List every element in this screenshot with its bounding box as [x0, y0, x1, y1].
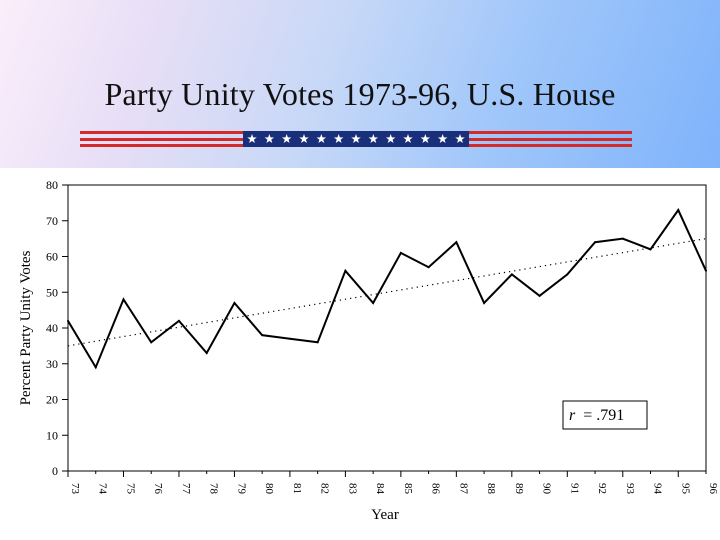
annotation-r-value: = .791 [583, 407, 624, 424]
data-points [67, 209, 707, 369]
x-tick-label: 93 [624, 483, 636, 495]
banner-star-icon [281, 134, 292, 144]
y-tick-label: 10 [46, 428, 58, 442]
banner-star-icon [247, 134, 257, 144]
x-tick-label: 95 [679, 483, 691, 495]
banner-star-icon [437, 134, 448, 144]
banner-star-icon [420, 134, 431, 144]
y-tick-label: 20 [46, 393, 58, 407]
data-point [510, 273, 513, 276]
y-axis-label: Percent Party Unity Votes [18, 250, 34, 405]
banner-star-icon [403, 134, 413, 144]
data-point [177, 319, 180, 322]
data-point [427, 266, 430, 269]
banner-star-icon [455, 134, 465, 144]
x-axis-label: Year [371, 507, 399, 523]
flag-banner [80, 131, 632, 147]
data-point [122, 298, 125, 301]
data-point [566, 273, 569, 276]
x-axis-ticks: 73 74 75 76 77 78 79 80 81 82 83 84 85 86 87 88 89 90 91 92… [67, 471, 719, 495]
data-point [677, 209, 680, 212]
data-point [205, 352, 208, 355]
x-tick-label: 92 [596, 483, 608, 494]
x-tick-label: 74 [97, 483, 109, 495]
slide-header: Party Unity Votes 1973-96, U.S. House [0, 0, 720, 168]
slide-title: Party Unity Votes 1973-96, U.S. House [104, 76, 616, 112]
x-tick-label: 82 [319, 483, 331, 494]
data-point [649, 248, 652, 251]
data-point [372, 301, 375, 304]
x-tick-label: 76 [152, 483, 164, 495]
x-tick-label: 91 [568, 483, 580, 494]
annotation-box [562, 400, 648, 430]
x-tick-label: 96 [707, 483, 719, 495]
data-point [67, 319, 69, 322]
x-tick-label: 79 [235, 483, 247, 495]
x-tick-label: 77 [180, 483, 192, 495]
data-point [399, 251, 402, 254]
banner-star-icon [385, 134, 396, 144]
trend-line [67, 238, 707, 347]
data-point [233, 301, 236, 304]
x-tick-label: 80 [263, 483, 275, 495]
y-tick-label: 50 [46, 285, 58, 299]
line-chart: 0 10 20 30 40 50 60 70 80 73 74 75 76 77 78 79 80 81 82 83… [18, 178, 719, 523]
x-tick-label: 86 [430, 483, 442, 495]
annotation-r-symbol: r [569, 407, 576, 424]
y-tick-label: 30 [46, 357, 58, 371]
y-tick-label: 70 [46, 214, 58, 228]
data-point [344, 269, 347, 272]
y-tick-label: 60 [46, 250, 58, 264]
data-point [621, 237, 624, 240]
banner-star-icon [316, 134, 327, 144]
y-tick-label: 0 [52, 464, 58, 478]
data-point [288, 337, 291, 340]
x-tick-label: 88 [485, 483, 497, 495]
data-point [94, 366, 97, 369]
x-tick-label: 85 [402, 483, 414, 495]
data-point [538, 294, 541, 297]
correlation-annotation: r = .791 [562, 400, 648, 430]
y-tick-label: 80 [46, 178, 58, 192]
banner-star-icon [351, 134, 361, 144]
data-point [316, 341, 319, 344]
data-point [594, 241, 597, 244]
banner-star-icon [299, 134, 309, 144]
data-point [705, 269, 707, 272]
data-point [150, 341, 153, 344]
data-point [483, 301, 486, 304]
data-point [455, 241, 458, 244]
x-tick-label: 78 [208, 483, 220, 495]
banner-stars [247, 134, 465, 144]
x-tick-label: 90 [541, 483, 553, 495]
y-tick-label: 40 [46, 321, 58, 335]
svg-text:r = .791: r = .791 [569, 407, 624, 424]
y-axis-ticks: 0 10 20 30 40 50 60 70 80 [46, 178, 68, 478]
x-tick-label: 94 [652, 483, 664, 495]
series-line [67, 208, 707, 370]
x-tick-label: 87 [457, 483, 469, 495]
x-tick-label: 73 [69, 483, 81, 495]
banner-star-icon [333, 134, 344, 144]
banner-star-icon [368, 134, 379, 144]
x-tick-label: 83 [346, 483, 358, 495]
x-tick-label: 75 [124, 483, 136, 495]
x-tick-label: 81 [291, 483, 303, 494]
x-tick-label: 84 [374, 483, 386, 495]
data-point [261, 334, 264, 337]
x-tick-label: 89 [513, 483, 525, 495]
banner-star-icon [264, 134, 275, 144]
